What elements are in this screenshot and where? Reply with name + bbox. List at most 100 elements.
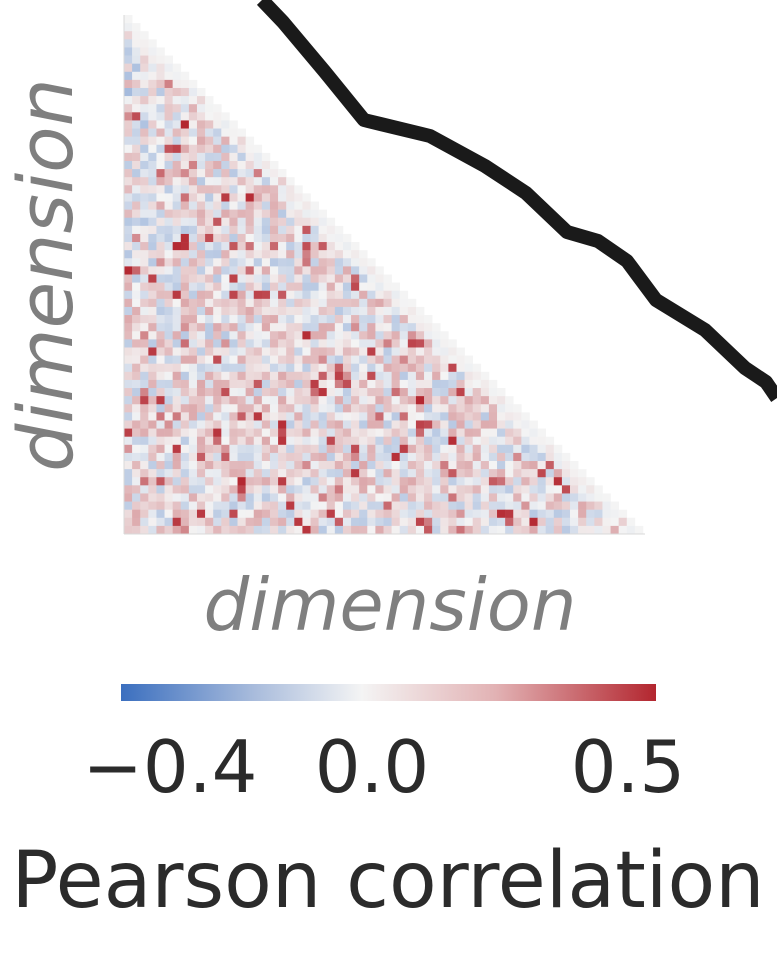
heatmap-cell xyxy=(245,290,255,300)
heatmap-cell xyxy=(237,525,246,535)
heatmap-cell xyxy=(229,242,238,251)
heatmap-cell xyxy=(188,363,198,373)
heatmap-cell xyxy=(407,339,417,348)
heatmap-cell xyxy=(237,136,246,146)
heatmap-cell xyxy=(383,323,392,332)
heatmap-cell xyxy=(561,509,571,519)
heatmap-cell xyxy=(310,274,319,283)
colorbar-tick-pos: 0.5 xyxy=(571,725,686,809)
heatmap-cell xyxy=(196,298,206,308)
heatmap-cell xyxy=(245,420,255,429)
heatmap-cell xyxy=(294,420,303,429)
heatmap-cell xyxy=(164,420,173,429)
heatmap-cell xyxy=(261,517,271,527)
heatmap-cell xyxy=(278,331,287,340)
heatmap-cell xyxy=(351,242,360,251)
heatmap-cell xyxy=(172,428,182,437)
heatmap-cell xyxy=(261,525,271,535)
heatmap-cell xyxy=(407,363,417,373)
heatmap-cell xyxy=(513,509,522,519)
heatmap-cell xyxy=(367,461,376,470)
heatmap-cell xyxy=(132,96,141,105)
heatmap-cell xyxy=(164,306,173,316)
heatmap-cell xyxy=(188,315,198,324)
heatmap-cell xyxy=(440,469,449,478)
heatmap-cell xyxy=(205,242,214,251)
heatmap-cell xyxy=(180,96,190,105)
heatmap-cell xyxy=(221,274,230,283)
heatmap-cell xyxy=(180,250,190,259)
heatmap-cell xyxy=(318,298,328,308)
heatmap-cell xyxy=(172,461,182,470)
heatmap-cell xyxy=(221,323,230,332)
heatmap-cell xyxy=(351,461,360,470)
heatmap-cell xyxy=(245,493,255,502)
heatmap-cell xyxy=(310,258,319,267)
heatmap-cell xyxy=(124,347,133,356)
heatmap-cell xyxy=(359,282,368,292)
heatmap-cell xyxy=(205,201,214,210)
heatmap-cell xyxy=(132,47,141,56)
heatmap-cell xyxy=(294,209,303,219)
heatmap-cell xyxy=(415,331,425,340)
heatmap-cell xyxy=(294,315,303,324)
heatmap-cell xyxy=(140,112,149,121)
heatmap-cell xyxy=(140,396,149,405)
heatmap-cell xyxy=(278,444,287,454)
heatmap-cell xyxy=(253,144,263,154)
heatmap-cell xyxy=(367,501,376,510)
heatmap-cell xyxy=(213,128,222,137)
heatmap-cell xyxy=(472,501,482,510)
heatmap-cell xyxy=(407,396,417,405)
heatmap-cell xyxy=(261,193,271,202)
heatmap-cell xyxy=(148,144,157,154)
heatmap-cell xyxy=(172,233,182,243)
heatmap-cell xyxy=(383,469,392,478)
heatmap-cell xyxy=(391,396,401,405)
heatmap-cell xyxy=(472,525,482,535)
heatmap-cell xyxy=(529,517,538,527)
heatmap-cell xyxy=(148,323,157,332)
heatmap-cell xyxy=(205,185,214,194)
heatmap-cell xyxy=(505,404,514,413)
heatmap-cell xyxy=(253,233,263,243)
heatmap-cell xyxy=(561,517,571,527)
heatmap-cell xyxy=(578,477,587,486)
heatmap-cell xyxy=(294,501,303,510)
heatmap-cell xyxy=(383,306,392,316)
heatmap-cell xyxy=(545,485,555,494)
heatmap-cell xyxy=(278,525,287,535)
heatmap-cell xyxy=(456,501,465,510)
heatmap-cell xyxy=(253,225,263,235)
heatmap-cell xyxy=(221,315,230,324)
heatmap-cell xyxy=(213,461,222,470)
heatmap-cell xyxy=(415,412,425,421)
heatmap-cell xyxy=(253,485,263,494)
heatmap-cell xyxy=(180,420,190,429)
heatmap-cell xyxy=(424,420,433,429)
heatmap-cell xyxy=(464,428,473,437)
heatmap-cell xyxy=(132,31,141,40)
heatmap-cell xyxy=(415,485,425,494)
heatmap-cell xyxy=(245,388,255,397)
heatmap-cell xyxy=(318,501,328,510)
heatmap-cell xyxy=(488,412,498,421)
heatmap-cell xyxy=(188,323,198,332)
heatmap-cell xyxy=(156,128,165,137)
heatmap-cell xyxy=(148,436,157,446)
heatmap-cell xyxy=(359,469,368,478)
heatmap-cell xyxy=(432,461,441,470)
heatmap-cell xyxy=(367,347,376,356)
heatmap-cell xyxy=(245,217,255,227)
heatmap-cell xyxy=(464,371,473,381)
heatmap-cell xyxy=(140,31,149,40)
heatmap-cell xyxy=(505,517,514,527)
heatmap-cell xyxy=(480,444,490,454)
heatmap-cell xyxy=(180,306,190,316)
heatmap-cell xyxy=(213,136,222,146)
heatmap-cell xyxy=(424,485,433,494)
heatmap-cell xyxy=(334,379,344,389)
heatmap-cell xyxy=(213,306,222,316)
heatmap-cell xyxy=(148,315,157,324)
heatmap-cell xyxy=(521,493,530,502)
